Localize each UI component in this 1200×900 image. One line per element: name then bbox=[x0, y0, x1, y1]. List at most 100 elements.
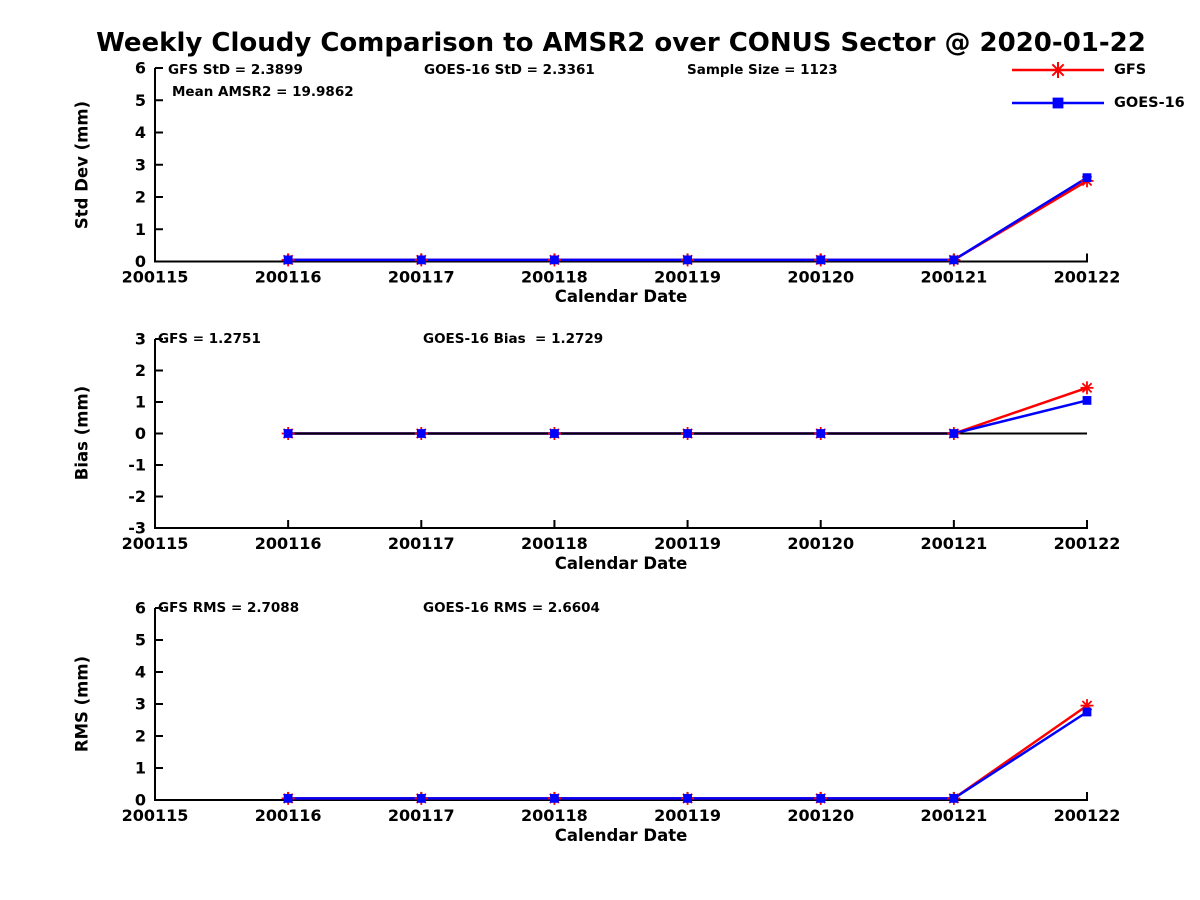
y-tick-label: 4 bbox=[135, 663, 146, 682]
square-marker-icon bbox=[283, 255, 293, 265]
square-marker-icon bbox=[816, 255, 826, 265]
y-tick-label: 6 bbox=[135, 599, 146, 618]
asterisk-marker-icon bbox=[1080, 381, 1094, 395]
subplot-bias: -3 -2 -1 0 1 2 3 200115 200116 200117 200118 200119… bbox=[122, 330, 1121, 554]
y-tick-label: 2 bbox=[135, 727, 146, 746]
ylabel-bias: Bias (mm) bbox=[72, 385, 92, 481]
x-tick-label: 200118 bbox=[521, 268, 588, 287]
y-tick-label: -1 bbox=[128, 456, 146, 475]
square-marker-icon bbox=[816, 429, 826, 438]
x-tick-label: 200121 bbox=[920, 806, 987, 825]
y-tick-label: 1 bbox=[135, 220, 146, 239]
y-tick-label: 3 bbox=[135, 695, 146, 714]
y-tick-label: 3 bbox=[135, 330, 146, 349]
xlabel-calendar-date: Calendar Date bbox=[554, 287, 688, 306]
square-marker-icon bbox=[283, 429, 293, 438]
x-tick-label: 200119 bbox=[654, 534, 721, 553]
ylabel-rms: RMS (mm) bbox=[72, 655, 92, 753]
annotation-sample-size: Sample Size = 1123 bbox=[687, 62, 838, 78]
subplot-std-dev: 0 1 2 3 4 5 6 200115 200116 200117 200118 200119 200… bbox=[122, 59, 1121, 287]
y-tick-label: 0 bbox=[135, 791, 146, 810]
y-tick-label: 1 bbox=[135, 759, 146, 778]
square-marker-icon bbox=[949, 429, 959, 438]
y-tick-label: 5 bbox=[135, 631, 146, 650]
y-tick-label: 4 bbox=[135, 123, 146, 142]
x-tick-label: 200117 bbox=[388, 806, 455, 825]
x-tick-label: 200120 bbox=[787, 534, 854, 553]
xlabel-calendar-date: Calendar Date bbox=[554, 554, 688, 573]
square-marker-icon bbox=[550, 429, 559, 438]
y-tick-label: 0 bbox=[135, 424, 146, 443]
annotation-goes16-std: GOES-16 StD = 2.3361 bbox=[424, 62, 595, 78]
x-tick-label: 200118 bbox=[521, 534, 588, 553]
legend-item-gfs: GFS bbox=[1010, 60, 1185, 80]
x-tick-label: 200122 bbox=[1054, 268, 1121, 287]
y-tick-label: 2 bbox=[135, 361, 146, 380]
series-line-gfs bbox=[288, 386, 1088, 435]
goes16-line-marker-icon bbox=[1012, 97, 1104, 109]
y-tick-label: 2 bbox=[135, 188, 146, 207]
annotation-goes16-bias: GOES-16 Bias = 1.2729 bbox=[423, 331, 604, 347]
xlabel-calendar-date: Calendar Date bbox=[554, 826, 688, 845]
square-marker-icon bbox=[949, 794, 959, 803]
square-marker-icon bbox=[416, 429, 426, 438]
x-tick-label: 200119 bbox=[654, 806, 721, 825]
y-tick-label: 1 bbox=[135, 393, 146, 412]
x-tick-label: 200121 bbox=[920, 534, 987, 553]
square-marker-icon bbox=[683, 429, 692, 438]
gfs-line-marker-icon bbox=[1012, 62, 1104, 78]
y-tick-label: 6 bbox=[135, 59, 146, 78]
asterisk-marker-icon bbox=[1050, 62, 1066, 78]
y-tick-label: 5 bbox=[135, 91, 146, 110]
square-marker-icon bbox=[683, 255, 692, 265]
legend-item-goes16: GOES-16 bbox=[1010, 93, 1185, 113]
square-marker-icon bbox=[283, 794, 293, 803]
x-tick-label: 200120 bbox=[787, 806, 854, 825]
x-tick-label: 200120 bbox=[787, 268, 854, 287]
x-tick-label: 200115 bbox=[122, 268, 189, 287]
square-marker-icon bbox=[1082, 173, 1092, 183]
square-marker-icon bbox=[1052, 97, 1064, 109]
ylabel-std-dev: Std Dev (mm) bbox=[72, 100, 92, 230]
square-marker-icon bbox=[550, 794, 559, 803]
x-tick-label: 200115 bbox=[122, 806, 189, 825]
annotation-gfs-std: GFS StD = 2.3899 bbox=[168, 62, 303, 78]
y-tick-label: 0 bbox=[135, 252, 146, 271]
square-marker-icon bbox=[683, 794, 692, 803]
y-tick-label: -3 bbox=[128, 519, 146, 538]
y-tick-label: 3 bbox=[135, 155, 146, 174]
square-marker-icon bbox=[1082, 396, 1092, 405]
x-tick-label: 200115 bbox=[122, 534, 189, 553]
legend-label: GOES-16 bbox=[1114, 95, 1185, 111]
x-tick-label: 200122 bbox=[1054, 806, 1121, 825]
x-tick-label: 200121 bbox=[920, 268, 987, 287]
subplot-rms: 0 1 2 3 4 5 6 200115 200116 200117 200118 200119 200… bbox=[122, 599, 1121, 826]
square-marker-icon bbox=[416, 794, 426, 803]
x-tick-label: 200122 bbox=[1054, 534, 1121, 553]
annotation-mean-amsr2: Mean AMSR2 = 19.9862 bbox=[172, 84, 354, 100]
series-line-goes-16 bbox=[288, 176, 1088, 262]
annotation-gfs-rms: GFS RMS = 2.7088 bbox=[158, 600, 300, 616]
square-marker-icon bbox=[816, 794, 826, 803]
square-marker-icon bbox=[949, 255, 959, 265]
series-line-gfs bbox=[288, 179, 1088, 262]
x-tick-label: 200116 bbox=[255, 806, 322, 825]
x-tick-label: 200117 bbox=[388, 268, 455, 287]
legend: GFS GOES-16 bbox=[1010, 60, 1185, 126]
x-tick-label: 200119 bbox=[654, 268, 721, 287]
square-marker-icon bbox=[1082, 707, 1092, 717]
x-tick-label: 200118 bbox=[521, 806, 588, 825]
square-marker-icon bbox=[416, 255, 426, 265]
square-marker-icon bbox=[550, 255, 559, 265]
x-tick-label: 200116 bbox=[255, 268, 322, 287]
series-line-gfs bbox=[288, 704, 1088, 800]
y-tick-label: -2 bbox=[128, 487, 146, 506]
chart-title: Weekly Cloudy Comparison to AMSR2 over C… bbox=[96, 28, 1146, 58]
x-tick-label: 200116 bbox=[255, 534, 322, 553]
legend-label: GFS bbox=[1114, 62, 1147, 78]
x-tick-label: 200117 bbox=[388, 534, 455, 553]
series-line-goes-16 bbox=[288, 710, 1088, 800]
annotation-goes16-rms: GOES-16 RMS = 2.6604 bbox=[423, 600, 600, 616]
